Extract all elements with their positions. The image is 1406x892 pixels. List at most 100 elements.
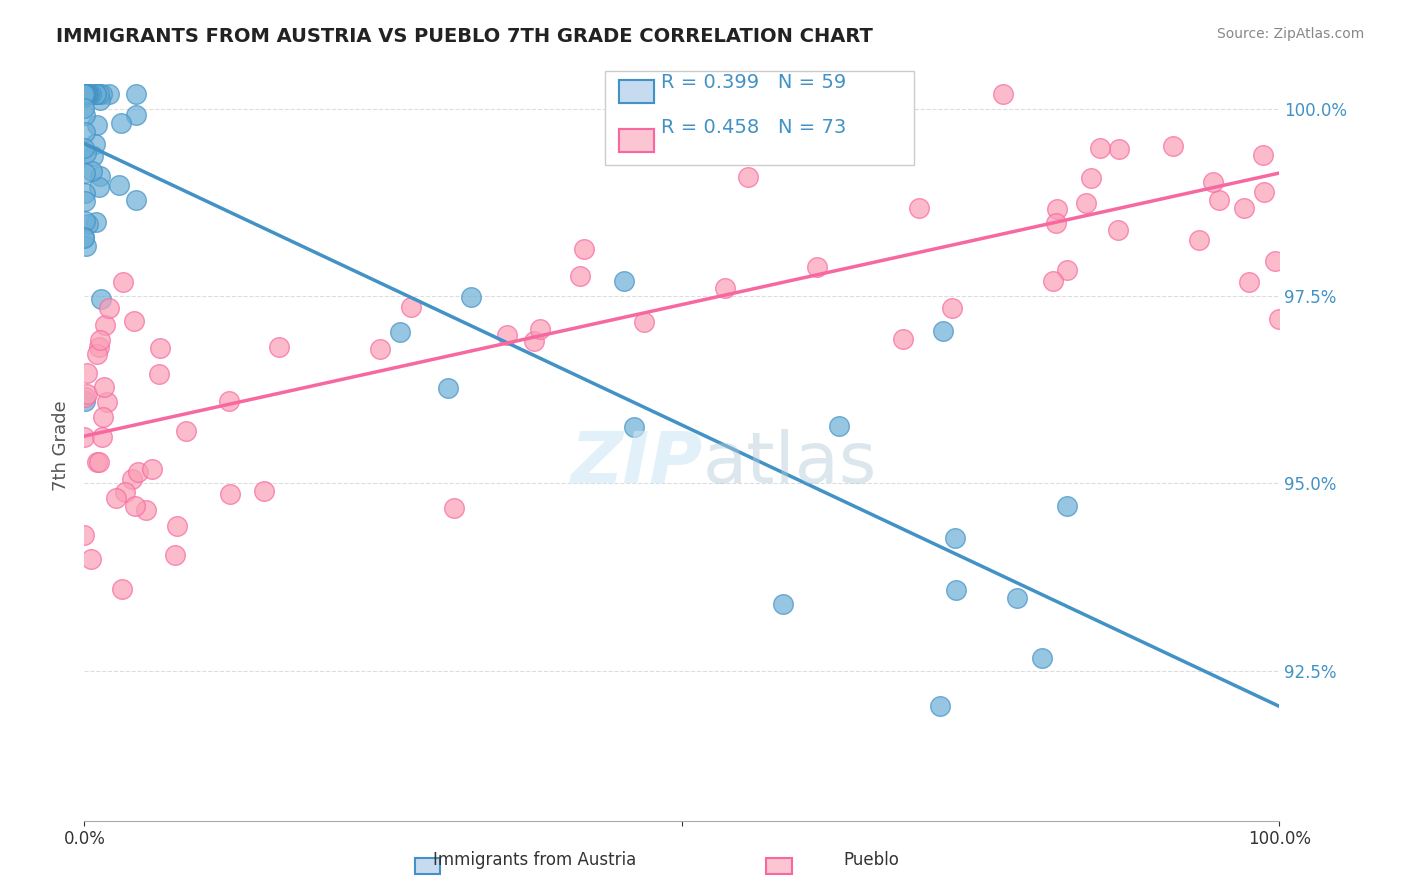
Point xyxy=(1253,185,1275,199)
Point xyxy=(75,166,97,180)
Text: IMMIGRANTS FROM AUSTRIA VS PUEBLO 7TH GRADE CORRELATION CHART: IMMIGRANTS FROM AUSTRIA VS PUEBLO 7TH GR… xyxy=(56,27,873,45)
Point xyxy=(1251,147,1274,161)
Point xyxy=(135,503,157,517)
Point xyxy=(1080,170,1102,185)
Point xyxy=(783,113,806,128)
Point xyxy=(83,137,105,152)
Point xyxy=(891,332,914,346)
Point xyxy=(1232,201,1254,215)
Point xyxy=(389,325,412,339)
Point xyxy=(86,119,108,133)
Point xyxy=(91,87,114,101)
Text: R = 0.458   N = 73: R = 0.458 N = 73 xyxy=(661,118,846,137)
Point xyxy=(1264,253,1286,268)
Point xyxy=(86,87,108,101)
Point xyxy=(89,340,111,354)
Point xyxy=(929,699,952,714)
Point xyxy=(75,393,97,408)
Point xyxy=(73,125,96,139)
Point xyxy=(124,499,146,513)
Point xyxy=(76,87,98,101)
Text: Pueblo: Pueblo xyxy=(844,851,900,869)
Point xyxy=(86,454,108,468)
Point xyxy=(76,387,98,401)
Point xyxy=(73,527,96,541)
Point xyxy=(114,484,136,499)
Point xyxy=(73,87,96,101)
Point xyxy=(1188,233,1211,247)
Point xyxy=(1005,591,1028,605)
Point xyxy=(368,342,391,356)
Point xyxy=(87,180,110,194)
Point xyxy=(148,367,170,381)
Point xyxy=(93,380,115,394)
Point xyxy=(1056,499,1078,513)
Point xyxy=(73,141,96,155)
Point xyxy=(1046,202,1069,216)
Point xyxy=(945,582,967,597)
Point xyxy=(1108,142,1130,156)
Point xyxy=(98,301,121,316)
Point xyxy=(613,275,636,289)
Point xyxy=(77,87,100,101)
Point xyxy=(75,239,97,253)
Text: ZIP: ZIP xyxy=(571,429,703,499)
Point xyxy=(90,293,112,307)
Point xyxy=(75,390,97,404)
Point xyxy=(125,193,148,207)
Point xyxy=(163,548,186,562)
Point xyxy=(1268,311,1291,326)
Point xyxy=(73,430,96,444)
Point xyxy=(73,87,96,101)
Point xyxy=(80,552,103,566)
Point xyxy=(73,231,96,245)
Point xyxy=(89,333,111,347)
Point xyxy=(737,170,759,185)
Point xyxy=(76,87,98,101)
Point xyxy=(993,87,1015,101)
Point xyxy=(1208,193,1230,207)
Point xyxy=(122,314,145,328)
Point xyxy=(75,87,97,101)
Point xyxy=(75,87,97,101)
Point xyxy=(772,598,794,612)
Point xyxy=(399,301,422,315)
Point xyxy=(219,486,242,500)
Point xyxy=(75,186,97,200)
Point xyxy=(1031,651,1053,665)
Point xyxy=(443,501,465,516)
Point xyxy=(1202,174,1225,188)
Point xyxy=(1042,274,1064,288)
Point xyxy=(104,491,127,505)
Point xyxy=(76,366,98,380)
Point xyxy=(84,87,107,101)
Point xyxy=(121,472,143,486)
Point xyxy=(495,327,517,342)
Point xyxy=(623,420,645,434)
Point xyxy=(127,465,149,479)
Point xyxy=(1161,138,1184,153)
Point xyxy=(110,116,132,130)
Point xyxy=(141,462,163,476)
Text: Source: ZipAtlas.com: Source: ZipAtlas.com xyxy=(1216,27,1364,41)
Text: R = 0.399   N = 59: R = 0.399 N = 59 xyxy=(661,73,846,93)
Point xyxy=(112,275,135,289)
Point xyxy=(806,260,828,274)
Point xyxy=(125,87,148,101)
Point xyxy=(73,214,96,228)
Text: Immigrants from Austria: Immigrants from Austria xyxy=(433,851,636,869)
Point xyxy=(73,194,96,209)
Point xyxy=(633,315,655,329)
Point xyxy=(110,582,132,597)
Point xyxy=(1088,141,1111,155)
Point xyxy=(529,322,551,336)
Point xyxy=(86,347,108,361)
Point xyxy=(943,531,966,545)
Point xyxy=(91,409,114,424)
Point xyxy=(253,483,276,498)
Point xyxy=(770,142,793,156)
Point xyxy=(73,90,96,104)
Point xyxy=(460,290,482,304)
Point xyxy=(82,149,104,163)
Point xyxy=(941,301,963,315)
